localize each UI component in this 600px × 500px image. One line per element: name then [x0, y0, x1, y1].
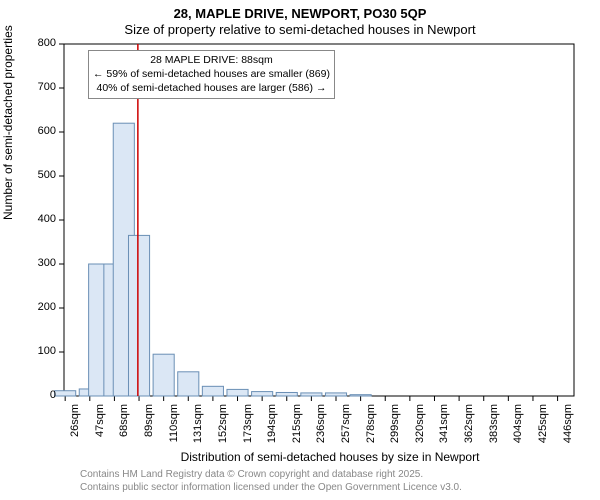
- x-tick-label: 236sqm: [315, 404, 327, 464]
- x-tick-label: 383sqm: [488, 404, 500, 464]
- x-tick-label: 152sqm: [217, 404, 229, 464]
- histogram-bar: [325, 393, 346, 396]
- x-tick-label: 446sqm: [562, 404, 574, 464]
- y-tick-label: 800: [26, 37, 56, 49]
- y-tick-label: 500: [26, 169, 56, 181]
- x-tick-label: 362sqm: [463, 404, 475, 464]
- x-tick-label: 278sqm: [365, 404, 377, 464]
- chart-container: 28, MAPLE DRIVE, NEWPORT, PO30 5QP Size …: [0, 0, 600, 500]
- y-tick-label: 100: [26, 345, 56, 357]
- y-tick-label: 0: [26, 389, 56, 401]
- y-tick-label: 700: [26, 81, 56, 93]
- attribution-line2: Contains public sector information licen…: [80, 481, 462, 494]
- x-tick-label: 425sqm: [537, 404, 549, 464]
- attribution: Contains HM Land Registry data © Crown c…: [80, 468, 462, 494]
- histogram-bar: [55, 391, 76, 396]
- x-tick-label: 68sqm: [118, 404, 130, 464]
- annotation-line1: 28 MAPLE DRIVE: 88sqm: [93, 53, 330, 67]
- x-tick-label: 320sqm: [414, 404, 426, 464]
- histogram-bar: [128, 235, 149, 396]
- x-tick-label: 173sqm: [242, 404, 254, 464]
- x-tick-label: 404sqm: [512, 404, 524, 464]
- y-tick-label: 600: [26, 125, 56, 137]
- x-tick-label: 47sqm: [94, 404, 106, 464]
- histogram-bar: [227, 389, 248, 396]
- annotation-box: 28 MAPLE DRIVE: 88sqm ← 59% of semi-deta…: [88, 50, 335, 99]
- x-tick-label: 341sqm: [438, 404, 450, 464]
- annotation-line3: 40% of semi-detached houses are larger (…: [93, 81, 330, 95]
- x-tick-label: 215sqm: [291, 404, 303, 464]
- x-tick-label: 194sqm: [266, 404, 278, 464]
- histogram-bar: [350, 395, 371, 396]
- y-tick-label: 300: [26, 257, 56, 269]
- annotation-line2: ← 59% of semi-detached houses are smalle…: [93, 67, 330, 81]
- attribution-line1: Contains HM Land Registry data © Crown c…: [80, 468, 462, 481]
- x-tick-label: 26sqm: [69, 404, 81, 464]
- y-tick-label: 400: [26, 213, 56, 225]
- histogram-bar: [202, 386, 223, 396]
- histogram-bar: [276, 392, 297, 396]
- x-tick-label: 110sqm: [168, 404, 180, 464]
- x-tick-label: 131sqm: [192, 404, 204, 464]
- y-tick-label: 200: [26, 301, 56, 313]
- histogram-bar: [301, 393, 322, 396]
- histogram-bar: [153, 354, 174, 396]
- y-axis-label: Number of semi-detached properties: [1, 25, 15, 220]
- x-tick-label: 257sqm: [340, 404, 352, 464]
- x-tick-label: 89sqm: [143, 404, 155, 464]
- x-tick-label: 299sqm: [389, 404, 401, 464]
- histogram-bar: [178, 372, 199, 396]
- x-axis-label: Distribution of semi-detached houses by …: [80, 450, 580, 464]
- histogram-bar: [252, 392, 273, 396]
